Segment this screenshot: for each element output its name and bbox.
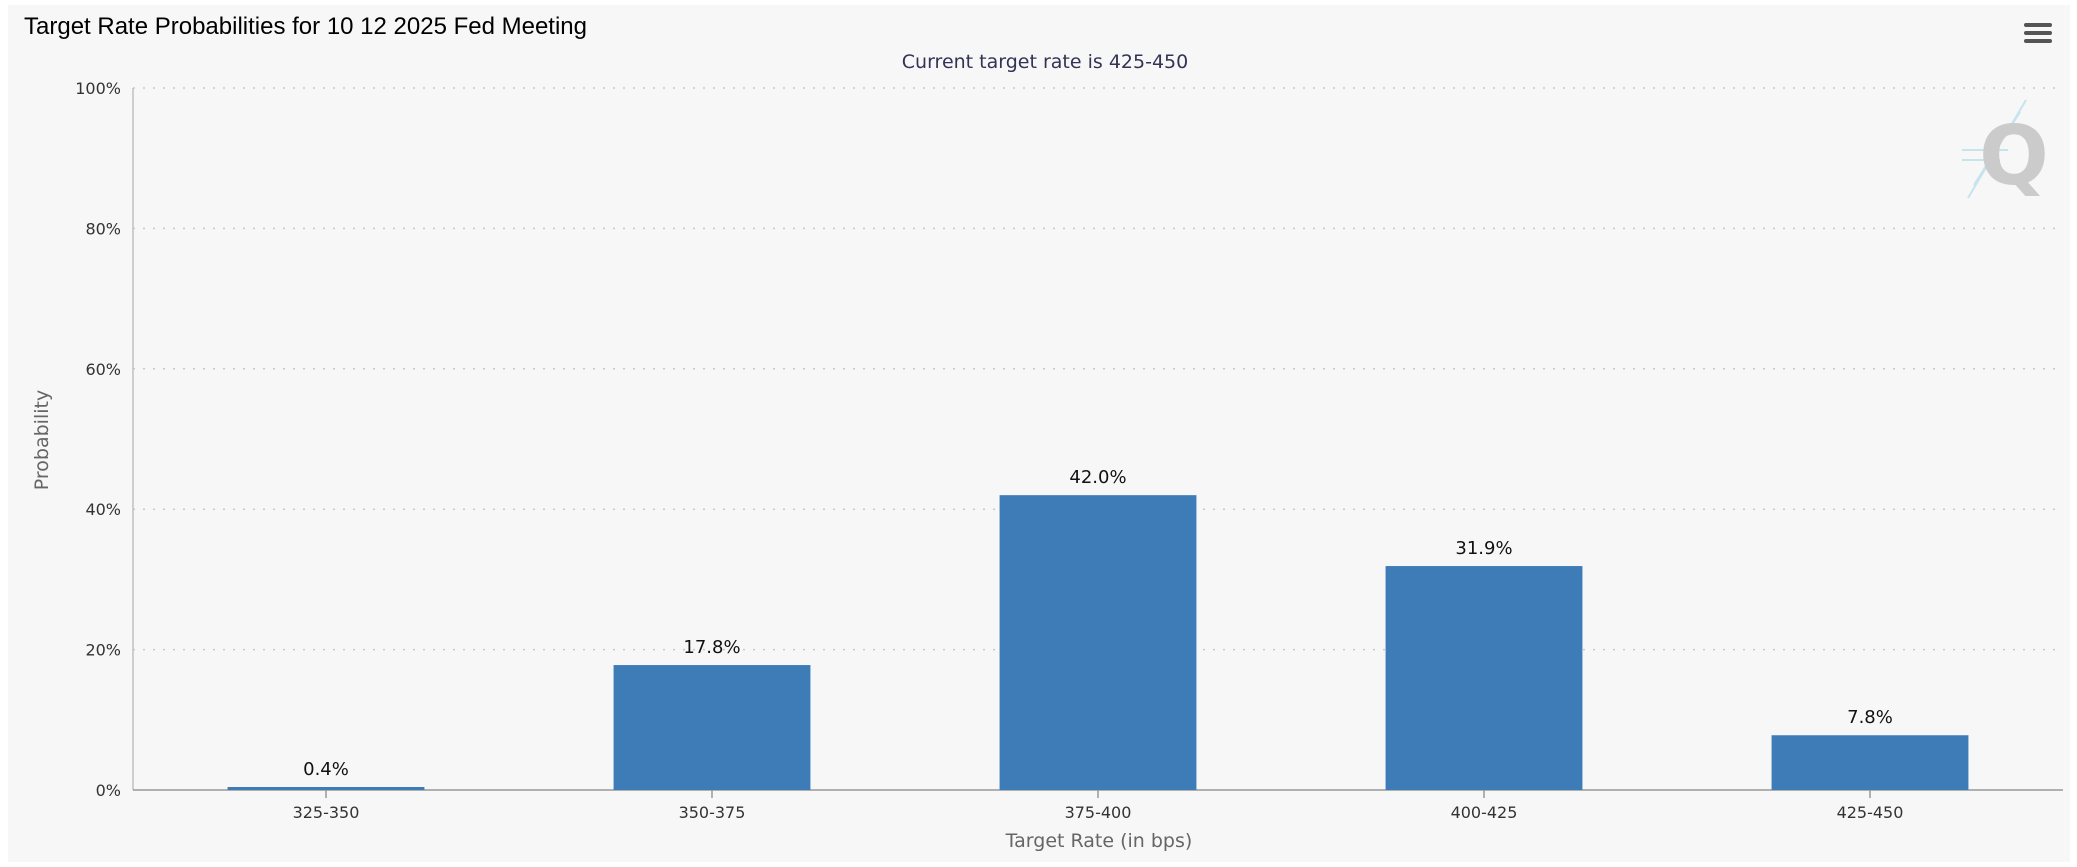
hamburger-menu-icon[interactable] [2024, 23, 2052, 45]
x-tick-label: 425-450 [1837, 803, 1904, 822]
y-tick-label: 80% [85, 219, 121, 238]
chart-title: Target Rate Probabilities for 10 12 2025… [24, 13, 588, 40]
y-tick-label: 100% [75, 79, 121, 98]
bar-375-400[interactable] [999, 495, 1197, 790]
x-tick-label: 350-375 [679, 803, 746, 822]
data-label: 17.8% [683, 637, 740, 658]
bars: 0.4% 17.8% 42.0% 31.9% 7.8% [227, 467, 1969, 790]
x-axis-title: Target Rate (in bps) [1005, 830, 1193, 852]
data-label: 42.0% [1069, 467, 1126, 488]
bar-425-450[interactable] [1771, 735, 1969, 790]
x-tick-label: 400-425 [1451, 803, 1518, 822]
y-tick-label: 20% [85, 641, 121, 660]
y-axis-ticks: 0% 20% 40% 60% 80% 100% [75, 79, 121, 800]
x-tick-label: 375-400 [1065, 803, 1132, 822]
x-axis-ticks: 325-350 350-375 375-400 400-425 425-450 [293, 790, 1904, 822]
bar-325-350[interactable] [227, 787, 425, 790]
y-axis-title: Probability [31, 390, 53, 490]
svg-text:Q: Q [1979, 109, 2049, 204]
data-label: 7.8% [1847, 707, 1893, 728]
x-tick-label: 325-350 [293, 803, 360, 822]
y-tick-label: 60% [85, 360, 121, 379]
q-logo-icon: Q [1962, 99, 2049, 204]
y-tick-label: 0% [96, 781, 121, 800]
grid-lines [133, 87, 2063, 651]
data-label: 31.9% [1455, 538, 1512, 559]
bar-400-425[interactable] [1385, 566, 1583, 790]
y-tick-label: 40% [85, 500, 121, 519]
bar-350-375[interactable] [613, 665, 811, 790]
chart-subtitle: Current target rate is 425-450 [902, 51, 1188, 73]
data-label: 0.4% [303, 759, 349, 780]
